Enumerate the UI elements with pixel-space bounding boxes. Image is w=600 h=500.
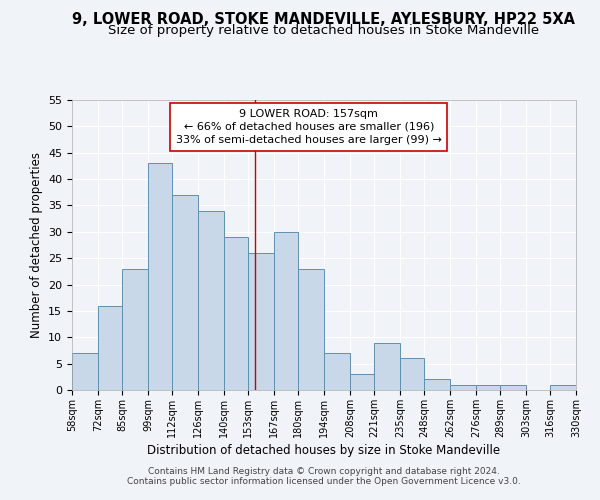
Bar	[148, 164, 172, 390]
Bar	[450, 384, 476, 390]
Bar	[248, 253, 274, 390]
Bar	[298, 268, 324, 390]
Bar	[198, 210, 224, 390]
Y-axis label: Number of detached properties: Number of detached properties	[29, 152, 43, 338]
Bar	[224, 237, 248, 390]
Bar	[98, 306, 122, 390]
Text: Contains public sector information licensed under the Open Government Licence v3: Contains public sector information licen…	[127, 477, 521, 486]
X-axis label: Distribution of detached houses by size in Stoke Mandeville: Distribution of detached houses by size …	[148, 444, 500, 457]
Bar	[374, 342, 400, 390]
Bar	[550, 384, 576, 390]
Text: 9, LOWER ROAD, STOKE MANDEVILLE, AYLESBURY, HP22 5XA: 9, LOWER ROAD, STOKE MANDEVILLE, AYLESBU…	[73, 12, 575, 28]
Bar	[172, 195, 198, 390]
Text: Size of property relative to detached houses in Stoke Mandeville: Size of property relative to detached ho…	[109, 24, 539, 37]
Text: Contains HM Land Registry data © Crown copyright and database right 2024.: Contains HM Land Registry data © Crown c…	[148, 467, 500, 476]
Bar	[400, 358, 424, 390]
Bar	[72, 353, 98, 390]
Text: 9 LOWER ROAD: 157sqm
← 66% of detached houses are smaller (196)
33% of semi-deta: 9 LOWER ROAD: 157sqm ← 66% of detached h…	[176, 108, 442, 145]
Bar	[324, 353, 350, 390]
Bar	[274, 232, 298, 390]
Bar	[424, 380, 450, 390]
Bar	[500, 384, 526, 390]
Bar	[350, 374, 374, 390]
Bar	[476, 384, 500, 390]
Bar	[122, 268, 148, 390]
